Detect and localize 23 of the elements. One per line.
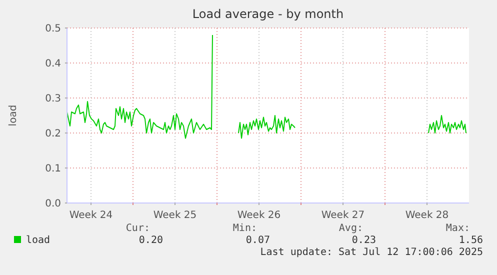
x-tick-label: Week 24 bbox=[69, 210, 113, 221]
text: Cur: bbox=[126, 223, 150, 234]
text: Max: bbox=[446, 223, 470, 234]
x-tick-label: Week 26 bbox=[237, 210, 281, 221]
text: Last update: Sat Jul 12 17:00:06 2025 bbox=[260, 247, 483, 258]
text: Min: bbox=[232, 223, 257, 234]
text: 0.20 bbox=[138, 235, 163, 246]
legend-label: load bbox=[26, 235, 50, 246]
text: 0.07 bbox=[246, 235, 270, 246]
x-tick-label: Week 28 bbox=[405, 210, 449, 221]
x-tick-label: Week 25 bbox=[153, 210, 197, 221]
text: 1.56 bbox=[458, 235, 483, 246]
x-tick-label: Week 27 bbox=[321, 210, 365, 221]
y-tick-label: 0.0 bbox=[45, 198, 61, 210]
y-tick-label: 0.5 bbox=[45, 24, 61, 34]
y-tick-label: 0.1 bbox=[45, 164, 61, 174]
y-tick-label: 0.4 bbox=[45, 58, 61, 70]
text: 0.23 bbox=[352, 235, 376, 246]
text: Avg: bbox=[338, 223, 363, 234]
chart-title: Load average - by month bbox=[192, 7, 344, 21]
y-tick-label: 0.3 bbox=[45, 94, 61, 104]
y-tick-label: 0.2 bbox=[45, 128, 61, 140]
y-axis-title: load bbox=[8, 104, 19, 126]
